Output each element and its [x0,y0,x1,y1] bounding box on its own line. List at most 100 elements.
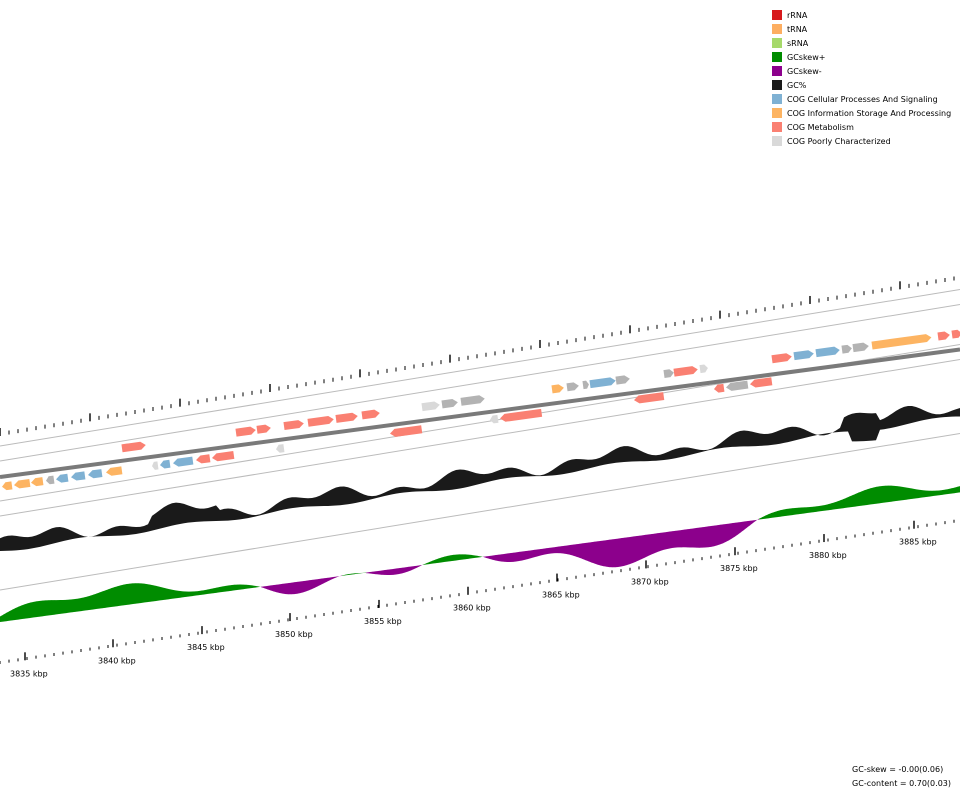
gc-skew-positive [9,609,13,621]
gc-skew-negative [726,523,730,542]
gene-arrow [235,426,256,437]
gene-arrow [582,380,589,390]
gc-skew-negative [405,566,409,573]
gc-skew-positive [465,554,469,560]
gc-skew-negative [738,521,742,535]
gc-skew-negative [486,555,490,559]
gene-arrow-shape [160,459,171,469]
gc-skew-negative [507,553,511,562]
gc-skew-negative [339,575,343,577]
gc-skew-positive [852,494,856,507]
gene-arrow [871,334,932,350]
gene-arrow [566,382,579,392]
gc-skew-negative [402,567,406,574]
gene-arrow [815,346,840,358]
gc-skew-positive [780,509,784,517]
gc-skew-positive [822,504,826,512]
legend-swatch [772,94,782,104]
legend-swatch [772,52,782,62]
gc-content-plot [0,405,960,551]
gc-skew-negative [750,520,754,526]
legend-swatch [772,24,782,34]
gc-skew-positive [819,505,823,512]
gc-skew-negative [609,539,613,568]
gc-skew-negative [714,525,718,547]
gene-arrow [14,478,31,489]
legend-item: tRNA [772,22,951,36]
gc-skew-positive [891,485,895,502]
legend-label: GCskew+ [787,52,826,62]
gene-arrow-shape [88,469,103,479]
gc-skew-positive [834,501,838,510]
gene-arrow-shape [815,346,840,358]
gc-skew-positive [777,510,781,518]
gc-skew-negative [273,584,277,593]
gc-skew-negative [699,527,703,548]
gc-skew-positive [60,599,64,614]
gc-skew-positive [246,584,250,589]
gc-skew-positive [18,605,22,620]
gene-arrow [793,350,814,361]
gc-skew-negative [723,523,727,544]
gc-skew-positive [30,601,34,618]
gc-skew-positive [942,489,946,495]
gc-skew-positive [108,588,112,608]
gc-skew-positive [186,591,190,597]
gc-skew-negative [387,569,391,576]
gene-arrow [106,466,123,476]
gc-skew-negative [561,545,565,554]
gene-arrow-shape [307,415,334,427]
gene-arrow-shape [212,451,235,462]
gc-skew-positive [48,600,52,616]
gc-skew-positive [180,591,184,598]
gc-skew-positive [423,563,427,565]
gc-skew-negative [720,524,724,545]
gene-arrow-shape [2,481,13,491]
gc-skew-positive [141,583,145,603]
gene-arrow [152,461,159,470]
gc-skew-positive [252,585,256,588]
gene-arrow [589,377,616,389]
gene-arrow [841,344,852,354]
gc-skew-positive [858,491,862,507]
gene-arrow-shape [500,408,543,422]
gc-skew-positive [804,507,808,514]
legend-item: COG Information Storage And Processing [772,106,951,120]
gc-skew-negative [384,569,388,576]
gc-skew-positive [57,600,61,615]
gc-skew-positive [162,587,166,601]
gc-skew-negative [321,578,325,585]
gc-skew-negative [318,578,322,587]
gc-skew-positive [96,592,100,610]
gene-arrow [46,475,55,485]
gc-skew-negative [597,541,601,566]
gene-arrow-shape [771,353,792,364]
gc-skew-negative [645,534,649,558]
gc-skew-positive [447,555,451,562]
gc-skew-positive [207,589,211,595]
gc-skew-positive [915,489,919,499]
gc-skew-positive [84,596,88,611]
gc-skew-negative [618,538,622,567]
gc-skew-positive [135,583,139,604]
gc-skew-positive [234,584,238,591]
gc-skew-negative [567,545,571,555]
gc-skew-positive [426,562,430,565]
gene-arrow-shape [421,401,440,412]
gc-skew-positive [129,583,133,605]
gc-skew-positive [345,574,349,576]
gene-arrow [771,353,792,364]
gene-arrow-shape [871,334,932,350]
gc-skew-positive [171,589,175,599]
gc-skew-positive [798,507,802,515]
gene-arrow-shape [852,342,869,353]
gc-skew-positive [168,588,172,600]
gc-skew-negative [492,555,496,561]
gc-skew-negative [675,530,679,548]
statistics: GC-skew = -0.00(0.06) GC-content = 0.70(… [852,763,951,791]
legend-item: COG Cellular Processes And Signaling [772,92,951,106]
gc-skew-positive [897,486,901,501]
gc-skew-positive [441,556,445,563]
legend-swatch [772,66,782,76]
gc-skew-positive [204,589,208,595]
